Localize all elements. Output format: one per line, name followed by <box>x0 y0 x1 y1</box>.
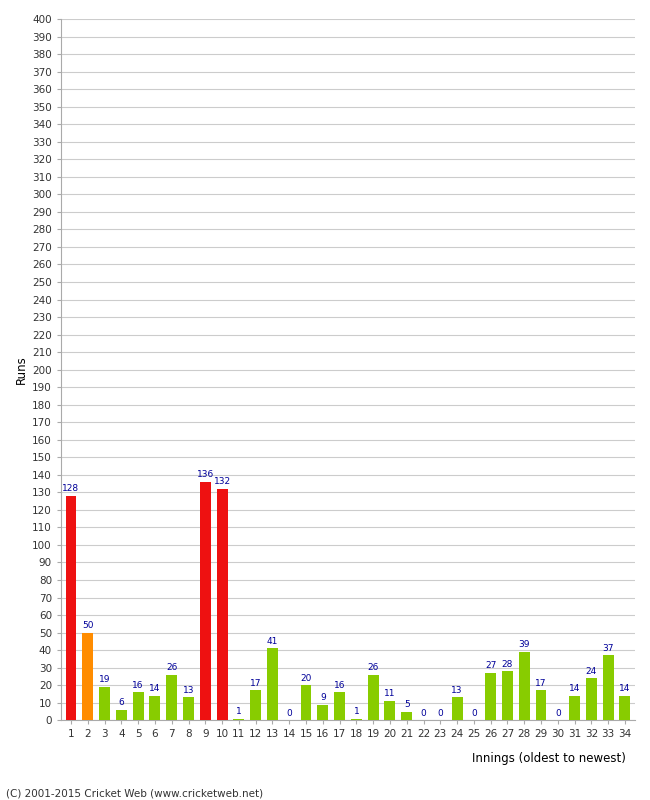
Text: 0: 0 <box>471 709 476 718</box>
Text: 50: 50 <box>82 621 94 630</box>
Bar <box>300 686 311 720</box>
Bar <box>536 690 547 720</box>
Bar <box>569 696 580 720</box>
Text: 13: 13 <box>451 686 463 695</box>
Bar <box>250 690 261 720</box>
Text: 26: 26 <box>367 663 379 672</box>
Text: 11: 11 <box>384 690 396 698</box>
Text: 136: 136 <box>197 470 214 479</box>
Bar <box>83 633 93 720</box>
Bar <box>334 692 345 720</box>
Text: 26: 26 <box>166 663 177 672</box>
Text: 14: 14 <box>569 684 580 693</box>
Bar <box>233 718 244 720</box>
Bar <box>317 705 328 720</box>
Text: 39: 39 <box>519 640 530 650</box>
Bar <box>502 671 513 720</box>
Bar <box>603 655 614 720</box>
Text: 0: 0 <box>421 709 426 718</box>
Bar <box>368 674 378 720</box>
Text: 0: 0 <box>555 709 561 718</box>
Text: 5: 5 <box>404 700 410 709</box>
Text: (C) 2001-2015 Cricket Web (www.cricketweb.net): (C) 2001-2015 Cricket Web (www.cricketwe… <box>6 789 264 798</box>
Bar <box>116 710 127 720</box>
Bar <box>351 718 362 720</box>
Text: 9: 9 <box>320 693 326 702</box>
Bar <box>519 652 530 720</box>
Bar <box>401 711 412 720</box>
Text: 17: 17 <box>535 679 547 688</box>
Text: 37: 37 <box>603 644 614 653</box>
Text: 128: 128 <box>62 484 79 494</box>
Bar <box>452 698 463 720</box>
Bar <box>200 482 211 720</box>
Bar <box>619 696 630 720</box>
X-axis label: Innings (oldest to newest): Innings (oldest to newest) <box>472 752 626 765</box>
Bar <box>66 496 77 720</box>
Text: 14: 14 <box>619 684 630 693</box>
Text: 17: 17 <box>250 679 261 688</box>
Text: 132: 132 <box>213 478 231 486</box>
Bar <box>216 489 228 720</box>
Text: 13: 13 <box>183 686 194 695</box>
Bar <box>99 687 110 720</box>
Text: 28: 28 <box>502 659 513 669</box>
Bar <box>133 692 144 720</box>
Bar <box>183 698 194 720</box>
Y-axis label: Runs: Runs <box>15 355 28 384</box>
Bar <box>166 674 177 720</box>
Text: 16: 16 <box>334 681 345 690</box>
Text: 16: 16 <box>133 681 144 690</box>
Bar <box>150 696 161 720</box>
Bar <box>267 648 278 720</box>
Text: 19: 19 <box>99 675 110 684</box>
Text: 1: 1 <box>236 707 242 716</box>
Bar <box>485 673 496 720</box>
Text: 14: 14 <box>150 684 161 693</box>
Text: 41: 41 <box>266 637 278 646</box>
Text: 1: 1 <box>354 707 359 716</box>
Text: 0: 0 <box>287 709 292 718</box>
Bar <box>385 701 395 720</box>
Text: 6: 6 <box>118 698 124 707</box>
Text: 20: 20 <box>300 674 312 682</box>
Text: 24: 24 <box>586 666 597 675</box>
Text: 0: 0 <box>437 709 443 718</box>
Bar <box>586 678 597 720</box>
Text: 27: 27 <box>485 662 497 670</box>
